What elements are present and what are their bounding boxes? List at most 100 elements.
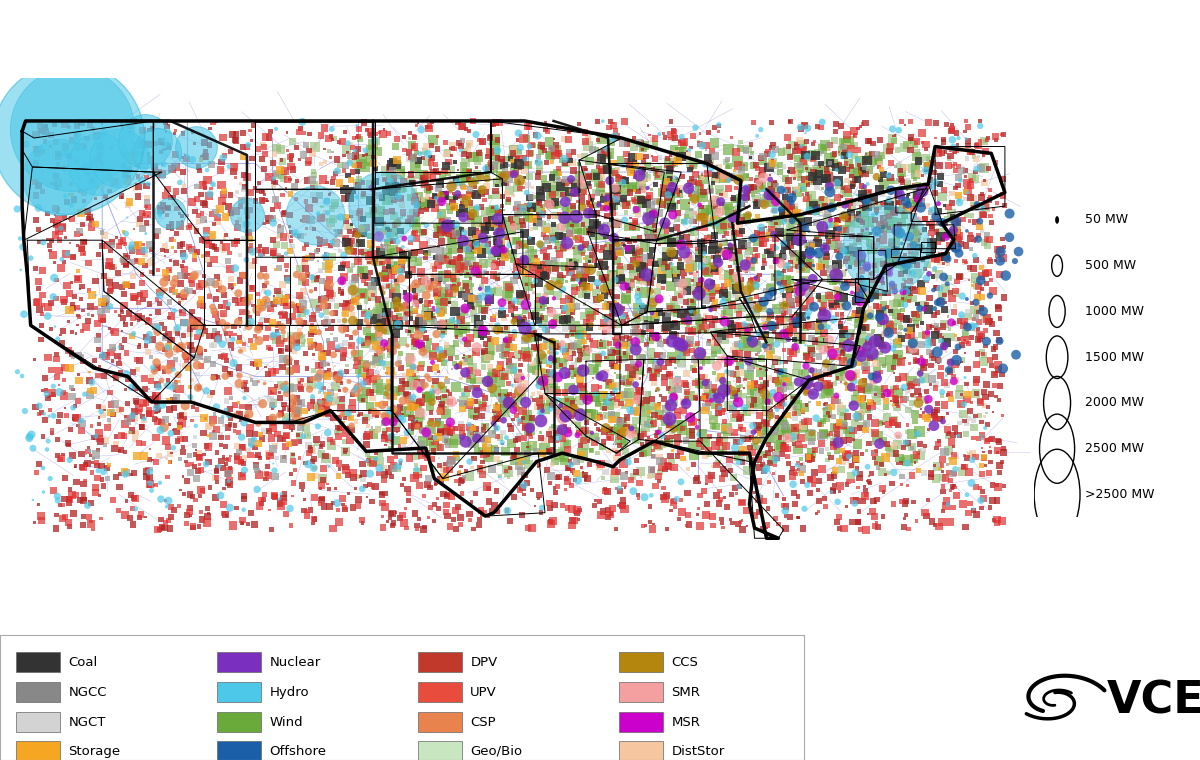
- Point: [701, 304, 720, 316]
- Polygon shape: [727, 356, 809, 410]
- Point: [186, 420, 205, 432]
- Point: [762, 213, 781, 225]
- Point: [282, 149, 301, 161]
- Point: [964, 279, 983, 291]
- Point: [358, 454, 377, 467]
- Point: [923, 321, 942, 333]
- Point: [905, 204, 924, 216]
- Point: [494, 387, 514, 399]
- Point: [900, 325, 919, 337]
- Point: [707, 359, 726, 372]
- Point: [598, 368, 617, 380]
- Point: [642, 469, 661, 481]
- Point: [658, 152, 677, 164]
- Point: [978, 267, 997, 279]
- Point: [287, 337, 306, 349]
- Point: [437, 372, 456, 385]
- Point: [593, 153, 612, 165]
- Point: [697, 220, 716, 232]
- Point: [30, 120, 49, 132]
- Point: [865, 260, 884, 272]
- Point: [938, 498, 958, 510]
- Point: [85, 354, 104, 366]
- Point: [840, 312, 859, 325]
- Point: [510, 484, 529, 496]
- Point: [810, 261, 829, 273]
- Point: [416, 246, 436, 258]
- Point: [380, 233, 400, 245]
- Point: [938, 272, 958, 284]
- Point: [433, 188, 452, 201]
- Point: [595, 317, 614, 329]
- Point: [829, 242, 848, 255]
- Point: [88, 318, 107, 330]
- Point: [344, 295, 364, 307]
- Point: [461, 273, 480, 285]
- Point: [949, 189, 968, 201]
- Point: [257, 271, 276, 283]
- Point: [320, 188, 340, 201]
- Point: [792, 215, 811, 227]
- Point: [601, 378, 620, 391]
- Point: [907, 136, 926, 148]
- Point: [361, 154, 380, 166]
- Point: [185, 222, 204, 234]
- Point: [935, 289, 954, 301]
- Point: [796, 149, 815, 161]
- Point: [965, 313, 984, 325]
- Point: [751, 124, 770, 136]
- Point: [607, 131, 626, 143]
- Point: [707, 438, 726, 450]
- Point: [757, 245, 776, 258]
- Point: [703, 415, 722, 427]
- Point: [322, 292, 341, 304]
- Point: [349, 370, 368, 382]
- Point: [437, 435, 456, 447]
- Point: [846, 366, 865, 378]
- Point: [671, 416, 690, 429]
- Point: [149, 321, 168, 334]
- Point: [385, 312, 404, 324]
- Point: [930, 237, 949, 249]
- Point: [911, 450, 930, 462]
- Point: [116, 279, 136, 291]
- Point: [728, 160, 748, 172]
- Point: [118, 416, 137, 428]
- Point: [796, 120, 815, 132]
- Point: [545, 254, 564, 266]
- Point: [832, 451, 851, 464]
- Point: [277, 384, 296, 396]
- Point: [727, 369, 746, 381]
- Point: [599, 511, 618, 523]
- Point: [92, 158, 112, 170]
- Point: [856, 344, 875, 356]
- Point: [512, 215, 532, 227]
- Point: [100, 259, 119, 271]
- Point: [487, 219, 506, 231]
- Point: [594, 224, 613, 236]
- Text: Coal: Coal: [68, 656, 97, 669]
- Point: [596, 143, 616, 155]
- Point: [626, 159, 646, 171]
- Point: [655, 308, 674, 320]
- Point: [480, 448, 499, 461]
- Point: [406, 507, 425, 519]
- Point: [756, 258, 775, 271]
- Point: [388, 133, 407, 145]
- Point: [612, 373, 631, 385]
- Point: [908, 193, 928, 205]
- Point: [792, 463, 811, 475]
- Point: [25, 176, 44, 188]
- Bar: [16, 682, 60, 702]
- Point: [848, 204, 868, 216]
- Point: [756, 365, 775, 377]
- Point: [376, 262, 395, 274]
- Point: [487, 397, 506, 410]
- Point: [160, 221, 179, 233]
- Point: [984, 203, 1003, 215]
- Point: [882, 307, 901, 319]
- Point: [578, 177, 598, 189]
- Point: [265, 250, 284, 262]
- Point: [31, 509, 50, 521]
- Point: [330, 516, 349, 528]
